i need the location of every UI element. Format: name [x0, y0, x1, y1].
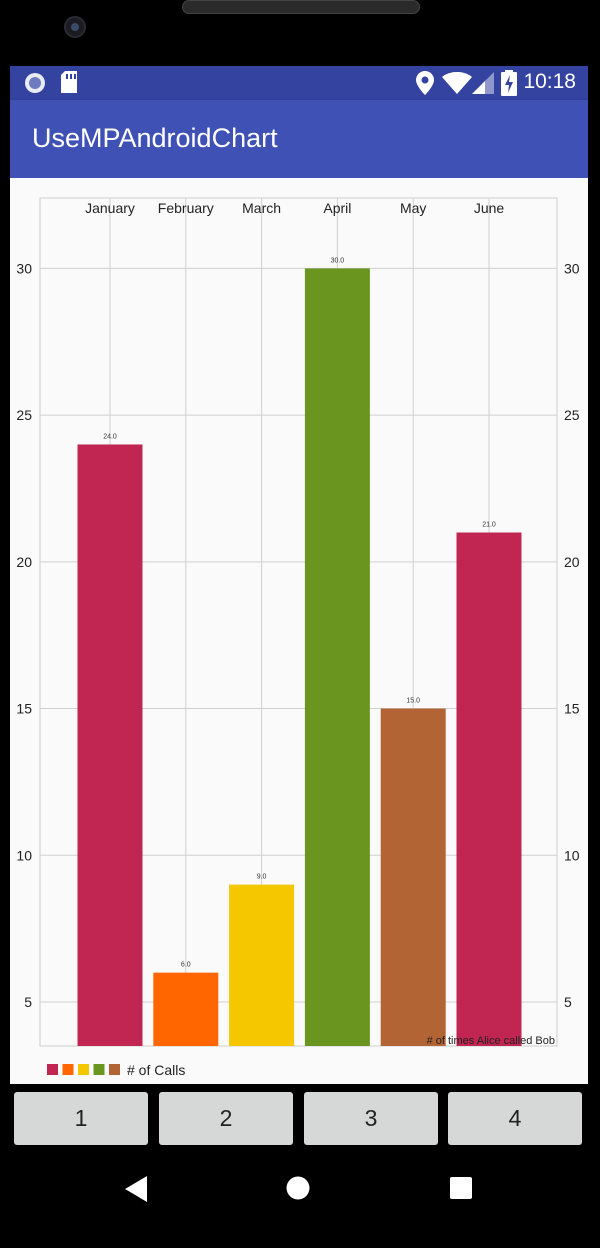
- bar-value-label: 6.0: [181, 962, 191, 969]
- bar-value-label: 21.0: [482, 522, 496, 529]
- back-icon[interactable]: [125, 1176, 147, 1202]
- button-4[interactable]: 4: [448, 1092, 582, 1145]
- bar-chart[interactable]: 24.0 6.0 9.0 30.0 15.0 21.0 January February Ma…: [10, 178, 588, 1084]
- y-tick-label-left: 10: [16, 847, 32, 863]
- y-tick-label-right: 15: [564, 701, 580, 717]
- chart-description: # of times Alice called Bob: [427, 1035, 555, 1047]
- bar[interactable]: [153, 972, 219, 1046]
- y-tick-label-right: 30: [564, 260, 580, 276]
- status-time: 10:18: [523, 70, 576, 93]
- x-tick-label: June: [474, 200, 505, 216]
- button-2[interactable]: 2: [159, 1092, 293, 1145]
- recents-icon[interactable]: [450, 1177, 472, 1199]
- legend-swatch: [47, 1064, 58, 1075]
- y-tick-label-right: 5: [564, 994, 572, 1010]
- bar[interactable]: [77, 444, 143, 1046]
- x-tick-label: March: [242, 200, 281, 216]
- sync-status-icon: [25, 73, 45, 93]
- bar[interactable]: [304, 268, 370, 1047]
- legend-swatch: [78, 1064, 89, 1075]
- bar[interactable]: [380, 708, 446, 1046]
- cell-signal-icon: [472, 72, 494, 94]
- legend-label: # of Calls: [127, 1062, 185, 1078]
- bar-value-label: 9.0: [257, 874, 267, 881]
- y-tick-label-left: 30: [16, 260, 32, 276]
- bar-value-label: 30.0: [331, 257, 345, 264]
- y-tick-label-left: 20: [16, 554, 32, 570]
- y-tick-label-right: 25: [564, 407, 580, 423]
- bar-value-label: 24.0: [103, 433, 117, 440]
- legend-swatch: [62, 1064, 74, 1075]
- chart-legend: # of Calls: [47, 1062, 185, 1078]
- sd-card-icon: [61, 71, 77, 93]
- x-tick-label: May: [400, 200, 426, 216]
- y-tick-label-left: 15: [16, 701, 32, 717]
- app-title: UseMPAndroidChart: [32, 123, 278, 153]
- y-tick-label-right: 20: [564, 554, 580, 570]
- earpiece-speaker: [182, 0, 420, 14]
- button-bar: 1 2 3 4: [10, 1084, 588, 1154]
- y-tick-label-left: 5: [24, 994, 32, 1010]
- front-camera: [64, 16, 86, 38]
- bar-value-label: 15.0: [406, 698, 420, 705]
- app-bar: UseMPAndroidChart: [10, 100, 588, 178]
- chart-container[interactable]: 24.0 6.0 9.0 30.0 15.0 21.0 January February Ma…: [10, 178, 588, 1084]
- legend-swatch: [93, 1064, 105, 1075]
- wifi-icon: [442, 72, 472, 94]
- x-tick-label: February: [158, 200, 214, 216]
- button-3[interactable]: 3: [304, 1092, 438, 1145]
- status-bar: 10:18: [10, 66, 588, 100]
- chart-plot-border: [39, 197, 558, 1047]
- button-1[interactable]: 1: [14, 1092, 148, 1145]
- battery-charging-icon: [501, 70, 517, 96]
- bar[interactable]: [456, 532, 522, 1046]
- legend-swatch: [109, 1064, 120, 1075]
- location-icon: [416, 71, 434, 95]
- y-tick-label-right: 10: [564, 847, 580, 863]
- screen: 10:18 UseMPAndroidChart 24.0 6.0 9.0 30.0 15…: [10, 66, 588, 1224]
- x-tick-label: January: [85, 200, 135, 216]
- home-icon[interactable]: [286, 1176, 310, 1200]
- bar[interactable]: [229, 884, 295, 1046]
- navigation-bar: [10, 1154, 588, 1224]
- x-tick-label: April: [323, 200, 351, 216]
- y-tick-label-left: 25: [16, 407, 32, 423]
